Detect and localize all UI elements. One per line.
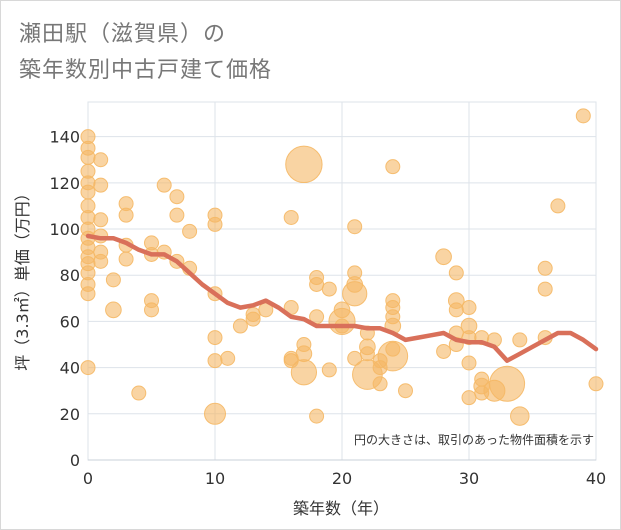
bubble-point (220, 350, 236, 366)
bubble-point (333, 301, 351, 319)
bubble-point (207, 216, 223, 232)
y-tick-label: 140 (49, 128, 80, 147)
bubble-point (93, 177, 109, 193)
bubble-point (448, 302, 464, 318)
bubble-point (169, 207, 185, 223)
bubble-layer (80, 108, 604, 426)
chart-note: 円の大きさは、取引のあった物件面積を示す (354, 432, 594, 447)
bubble-point (510, 406, 530, 426)
y-tick-label: 40 (60, 359, 80, 378)
bubble-point (347, 219, 363, 235)
y-tick-label: 100 (49, 220, 80, 239)
bubble-point (169, 189, 185, 205)
bubble-point (105, 272, 121, 288)
y-tick-label: 120 (49, 174, 80, 193)
bubble-point (398, 383, 413, 399)
y-axis-label: 坪（3.3㎡）単価（万円） (13, 185, 32, 370)
bubble-point (309, 276, 325, 292)
trend-line-layer (85, 233, 599, 363)
bubble-point (474, 371, 490, 387)
bubble-point (372, 360, 388, 376)
x-tick-label: 0 (83, 469, 93, 488)
bubble-point (118, 251, 134, 267)
x-tick-label: 10 (205, 469, 225, 488)
bubble-point (118, 207, 134, 223)
bubble-point (537, 281, 553, 297)
bubble-point (461, 355, 477, 371)
bubble-point (232, 318, 248, 334)
bubble-point (461, 390, 477, 406)
bubble-point (131, 385, 147, 401)
x-axis-label: 築年数（年） (293, 499, 389, 518)
bubble-point (435, 248, 452, 266)
chart-title: 瀬田駅（滋賀県）の 築年数別中古戸建て価格 (19, 17, 272, 89)
bubble-point (436, 343, 452, 359)
bubble-point (474, 385, 490, 401)
bubble-point (372, 376, 388, 392)
bubble-point (537, 260, 553, 276)
bubble-point (207, 330, 223, 346)
bubble-point (245, 311, 261, 327)
bubble-point (588, 376, 604, 392)
bubble-point (296, 337, 312, 353)
x-tick-label: 20 (332, 469, 352, 488)
bubble-point (385, 341, 401, 357)
bubble-point (80, 360, 96, 376)
bubble-point (283, 353, 299, 369)
bubble-point (144, 302, 159, 318)
bubble-point (285, 145, 323, 184)
bubble-point (80, 149, 96, 165)
y-tick-label: 80 (60, 266, 80, 285)
bubble-point (461, 300, 477, 316)
bubble-point (93, 152, 109, 168)
bubble-point (347, 350, 363, 366)
chart-title-line-1: 瀬田駅（滋賀県）の (19, 22, 227, 47)
tick-labels: 0 20 40 60 80 100 120 140 0 10 20 30 40 (49, 128, 606, 488)
bubble-point (385, 309, 401, 325)
x-tick-label: 30 (459, 469, 479, 488)
average-price-line (85, 233, 599, 363)
bubble-point (321, 281, 337, 297)
y-tick-label: 60 (60, 312, 80, 331)
bubble-point (156, 177, 172, 193)
bubble-point (182, 223, 198, 239)
bubble-point (347, 265, 363, 281)
bubble-point (283, 209, 299, 225)
bubble-point (207, 353, 223, 369)
bubble-point (80, 184, 96, 200)
chart-title-line-2: 築年数別中古戸建て価格 (19, 58, 273, 83)
bubble-point (512, 332, 528, 348)
bubble-point (93, 253, 109, 269)
bubble-point (93, 212, 109, 228)
grid-lines (87, 101, 597, 461)
y-tick-label: 20 (60, 405, 80, 424)
bubble-point (359, 346, 375, 362)
bubble-point (550, 198, 566, 214)
bubble-point (204, 402, 226, 425)
bubble-point (309, 408, 325, 424)
x-tick-label: 40 (586, 469, 606, 488)
bubble-point (385, 159, 401, 175)
bubble-point (448, 265, 464, 281)
bubble-point (80, 286, 96, 302)
bubble-point (105, 301, 122, 319)
y-tick-label: 0 (70, 451, 80, 470)
bubble-point (575, 108, 591, 124)
bubble-point (321, 362, 337, 378)
